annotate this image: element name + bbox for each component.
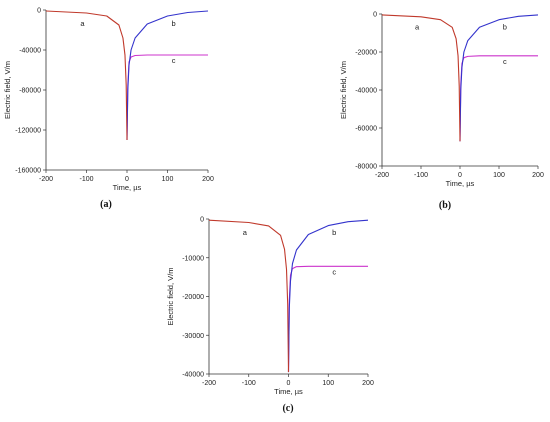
- panel-label: (a): [100, 199, 112, 210]
- y-tick-label: -20000: [355, 50, 377, 57]
- series-line-c: [126, 54, 208, 141]
- series-label-c: c: [332, 267, 336, 276]
- series-line-b: [287, 219, 369, 373]
- y-axis-label: Electric field, V/m: [166, 268, 175, 326]
- series-line-c: [459, 55, 538, 142]
- y-tick-label: -10000: [182, 255, 204, 262]
- series-label-c: c: [503, 57, 507, 66]
- x-tick-label: 200: [202, 176, 214, 183]
- y-tick-label: -40000: [355, 88, 377, 95]
- series-line-a: [381, 14, 461, 142]
- y-tick-label: -40000: [19, 48, 41, 55]
- x-tick-label: 100: [322, 380, 334, 387]
- y-tick-label: -120000: [15, 128, 41, 135]
- series-label-a: a: [80, 19, 85, 28]
- series-line-a: [208, 219, 290, 373]
- series-label-c: c: [172, 56, 176, 65]
- x-tick-label: 0: [125, 176, 129, 183]
- x-tick-label: 200: [532, 172, 544, 179]
- x-axis-label: Time, µs: [446, 179, 475, 188]
- series-line-a: [45, 10, 128, 141]
- y-tick-label: 0: [200, 217, 204, 224]
- series-line-c: [287, 265, 368, 373]
- panel-label: (c): [282, 403, 293, 414]
- series-label-a: a: [415, 23, 420, 32]
- y-tick-label: 0: [37, 8, 41, 15]
- chart-panel-2: -200 -100 0 100 200 0 -20000 -40000 -60000 -80000…: [339, 12, 544, 212]
- x-axis-label: Time, µs: [113, 183, 142, 192]
- series-line-b: [459, 14, 539, 142]
- x-tick-label: 0: [458, 172, 462, 179]
- y-tick-label: -60000: [355, 126, 377, 133]
- series-line-b: [126, 10, 209, 141]
- y-tick-label: 0: [373, 12, 377, 19]
- panel-label: (b): [439, 200, 451, 211]
- x-tick-label: -200: [202, 380, 216, 387]
- series-label-b: b: [332, 228, 336, 237]
- x-tick-label: 200: [362, 380, 374, 387]
- x-tick-label: -100: [242, 380, 256, 387]
- chart-panel-3: -200 -100 0 100 200 0 -10000 -20000 -30000 -40000…: [166, 217, 374, 415]
- y-tick-label: -160000: [15, 168, 41, 175]
- x-tick-label: 100: [162, 176, 174, 183]
- y-tick-label: -20000: [182, 294, 204, 301]
- x-tick-label: -200: [375, 172, 389, 179]
- y-tick-label: -80000: [19, 88, 41, 95]
- chart-panel-1: -200 -100 0 100 200 0 -40000 -80000 -120000 -1600…: [3, 8, 214, 211]
- y-tick-label: -80000: [355, 164, 377, 171]
- y-tick-label: -40000: [182, 372, 204, 379]
- y-axis-label: Electric field, V/m: [339, 61, 348, 119]
- x-axis-label: Time, µs: [274, 387, 303, 396]
- y-tick-label: -30000: [182, 333, 204, 340]
- x-tick-label: -100: [414, 172, 428, 179]
- series-label-b: b: [503, 23, 507, 32]
- x-tick-label: 100: [493, 172, 505, 179]
- x-tick-label: 0: [287, 380, 291, 387]
- x-tick-label: -200: [39, 176, 53, 183]
- series-label-a: a: [243, 228, 248, 237]
- series-label-b: b: [171, 19, 175, 28]
- x-tick-label: -100: [79, 176, 93, 183]
- y-axis-label: Electric field, V/m: [3, 61, 12, 119]
